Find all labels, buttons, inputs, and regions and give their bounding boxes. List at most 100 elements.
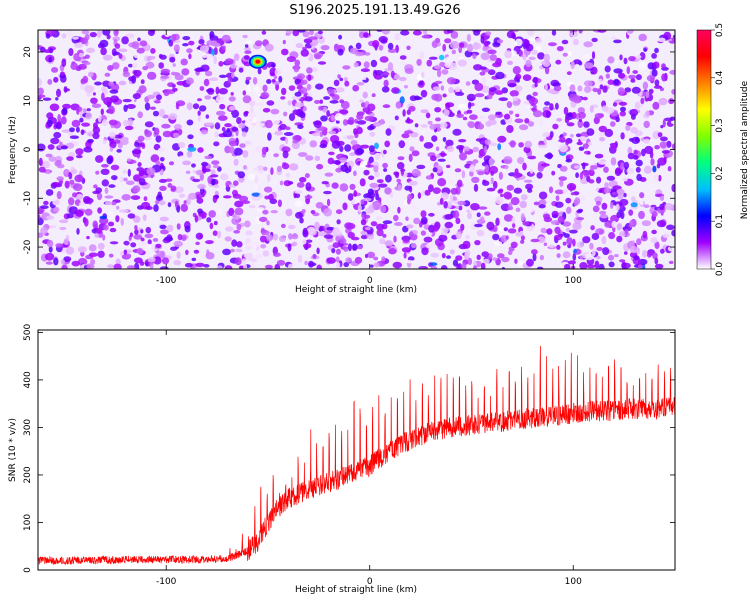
- spectrogram-cell: [584, 150, 591, 155]
- spectrogram-cell: [454, 86, 461, 93]
- spectrogram-cell: [419, 135, 424, 142]
- spectrogram-cell: [528, 97, 539, 105]
- spectrogram-cell: [444, 38, 452, 44]
- spectrogram-cell: [478, 206, 488, 210]
- spectrogram-cell: [81, 122, 90, 127]
- spectrogram-cell: [381, 256, 386, 262]
- spectrogram-cell: [608, 232, 616, 240]
- spectrogram-cell: [100, 168, 110, 175]
- spectrogram-cell: [380, 205, 387, 214]
- spectrogram-cell: [145, 61, 155, 69]
- spectrogram-cell: [244, 140, 252, 145]
- spectrogram-cell: [279, 180, 284, 186]
- spectrogram-cell: [118, 53, 123, 59]
- spectrogram-cell: [659, 195, 665, 201]
- spectrogram-cell: [477, 171, 485, 176]
- spectrogram-cell: [620, 106, 626, 112]
- spectrogram-cell: [251, 192, 261, 197]
- spectrogram-cell: [294, 102, 305, 108]
- spectrogram-cell: [428, 56, 438, 60]
- spectrogram-cell: [520, 235, 526, 241]
- spectrogram-cell: [242, 34, 248, 39]
- spectrogram-cell: [605, 73, 610, 79]
- spectrogram-cell: [367, 103, 376, 112]
- spectrogram-cell: [488, 119, 497, 126]
- spectrogram-cell: [113, 51, 120, 56]
- spectrogram-cell: [368, 175, 375, 181]
- spectrogram-cell: [223, 195, 232, 199]
- spectrogram-cell: [488, 165, 499, 174]
- spectrogram-cell: [228, 207, 235, 217]
- spectrogram-cell: [597, 88, 602, 95]
- spectrogram-cell: [243, 263, 248, 269]
- spectrogram-cell: [257, 185, 262, 191]
- spectrogram-cell: [635, 54, 642, 59]
- spectrogram-cell: [556, 117, 563, 122]
- spectrogram-cell: [175, 102, 180, 110]
- spectrogram-cell: [399, 124, 403, 132]
- spectrogram-cell: [658, 97, 668, 106]
- spectrogram-cell: [332, 160, 342, 165]
- colorbar-tick-label: 0.2: [715, 166, 725, 180]
- spectrogram-cell: [103, 224, 109, 231]
- spectrogram-cell: [109, 89, 119, 94]
- spectrogram-cell: [109, 131, 116, 139]
- spectrogram-cell: [317, 231, 327, 237]
- spectrogram-cell: [495, 71, 505, 80]
- spectrogram-cell: [361, 76, 367, 81]
- spectrogram-cell: [328, 130, 337, 135]
- spectrogram-cell: [211, 178, 216, 186]
- spectrogram-cell: [592, 205, 600, 213]
- spectrogram-cell: [344, 80, 350, 87]
- spectrogram-cell: [563, 233, 570, 239]
- spectrogram-cell: [77, 246, 87, 253]
- spectrogram-cell: [526, 258, 534, 267]
- spectrogram-cell: [400, 167, 405, 176]
- spectrogram-cell: [70, 168, 78, 175]
- spectrogram-cell: [230, 248, 235, 253]
- spectrogram-cell: [577, 85, 583, 92]
- spectrogram-cell: [48, 156, 57, 162]
- spectrogram-cell: [590, 165, 598, 170]
- spectrogram-cell: [358, 31, 365, 39]
- spectrogram-cell: [594, 196, 603, 204]
- spectrogram-cell: [424, 189, 431, 196]
- spectrogram-cell: [216, 110, 226, 116]
- spectrogram-cell: [143, 196, 148, 202]
- spectrogram-cell: [275, 83, 279, 91]
- spectrogram-cell: [631, 86, 641, 94]
- spectrogram-cell: [420, 124, 428, 128]
- spectrogram-cell: [467, 121, 476, 129]
- spectrogram-cell: [317, 126, 327, 131]
- spectrogram-cell: [437, 69, 442, 78]
- spectrogram-cell: [285, 172, 291, 178]
- spectrogram-cell: [350, 139, 358, 146]
- spectrogram-cell: [601, 202, 608, 210]
- spectrogram-cell: [66, 213, 74, 219]
- spectrogram-cell: [64, 169, 69, 175]
- spectrogram-cell: [155, 243, 162, 248]
- spectrogram-cell: [528, 56, 536, 61]
- spectrogram-cell: [394, 222, 403, 226]
- spectrogram-cell: [137, 162, 142, 167]
- spectrogram-cell: [71, 119, 81, 128]
- spectrogram-cell: [83, 196, 91, 204]
- spectrogram-cell: [221, 126, 226, 132]
- spectrogram-cell: [631, 136, 641, 144]
- spectrogram-cell: [565, 197, 572, 204]
- spectrogram-cell: [518, 260, 524, 267]
- spectrogram-cell: [108, 184, 116, 188]
- spectrogram-cell: [554, 189, 565, 195]
- spectrogram-cell: [572, 191, 580, 196]
- spectrogram-cell: [142, 214, 147, 222]
- spectrogram-cell: [431, 40, 438, 49]
- spectrogram-cell: [446, 145, 455, 153]
- spectrogram-cell: [129, 232, 134, 238]
- spectrogram-cell: [527, 121, 535, 127]
- spectrogram-cell: [565, 139, 569, 146]
- spectrogram-cell: [457, 59, 467, 67]
- spectrogram-cell: [161, 257, 170, 265]
- spectrogram-cell: [442, 93, 447, 98]
- spectrogram-cell: [142, 66, 149, 71]
